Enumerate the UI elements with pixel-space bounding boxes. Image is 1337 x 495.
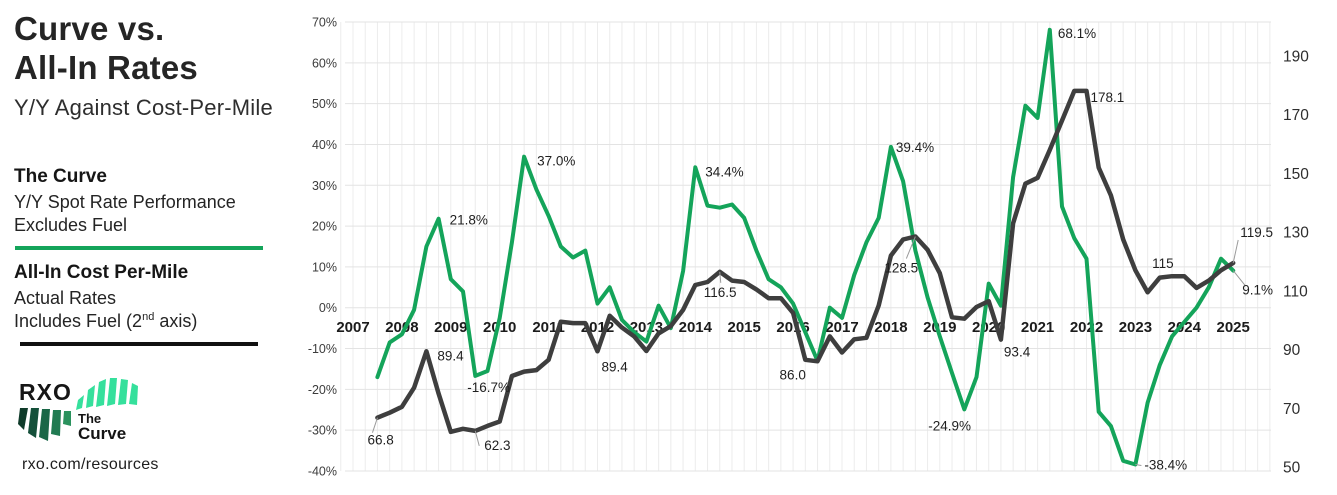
legend-all-in: All-In Cost Per-Mile Actual Rates Includ…	[14, 262, 264, 354]
right-axis-label: 150	[1283, 166, 1309, 183]
x-axis-year-label: 2019	[923, 319, 956, 336]
data-label: 9.1%	[1242, 283, 1273, 298]
legend-curve-name: The Curve	[14, 166, 107, 187]
left-axis-label: 10%	[312, 260, 337, 274]
left-axis-label: 20%	[312, 220, 337, 234]
logo-mint-stripes	[76, 378, 138, 410]
page-subtitle: Y/Y Against Cost-Per-Mile	[14, 95, 273, 121]
left-axis-label: -20%	[308, 383, 337, 397]
right-axis-label: 70	[1283, 401, 1301, 418]
page-title: Curve vs. All-In Rates	[14, 10, 344, 87]
left-axis-label: 0%	[319, 301, 337, 315]
data-label: 178.1	[1091, 90, 1125, 105]
left-axis-label: -40%	[308, 464, 337, 478]
annotation-leader	[1232, 239, 1239, 264]
x-axis-year-label: 2018	[874, 319, 907, 336]
logo-brand-text: RXO	[19, 379, 72, 405]
data-label: 66.8	[367, 433, 393, 448]
info-panel: Curve vs. All-In Rates Y/Y Against Cost-…	[14, 10, 344, 121]
data-label: -16.7%	[467, 380, 510, 395]
data-label: 128.5	[884, 261, 918, 276]
left-axis-label: -30%	[308, 424, 337, 438]
rxo-the-curve-logo: RXO The Curve	[16, 378, 186, 453]
data-label: 62.3	[484, 438, 510, 453]
data-label: 115	[1152, 256, 1174, 271]
legend-the-curve: The Curve Y/Y Spot Rate Performance Excl…	[14, 166, 264, 258]
footer-link[interactable]: rxo.com/resources	[22, 456, 159, 473]
data-label: 119.5	[1240, 225, 1273, 240]
left-axis-label: 30%	[312, 179, 337, 193]
right-axis-label: 190	[1283, 49, 1309, 66]
right-axis-label: 130	[1283, 225, 1309, 242]
title-line-1: Curve vs.	[14, 10, 165, 47]
legend-allin-desc1: Actual Rates	[14, 288, 117, 308]
x-axis-year-label: 2015	[728, 319, 761, 336]
logo-product-line1: The	[78, 411, 101, 426]
x-axis-year-label: 2009	[434, 319, 467, 336]
left-axis-label: 50%	[312, 97, 337, 111]
title-line-2: All-In Rates	[14, 48, 198, 86]
annotation-leader	[474, 430, 480, 447]
legend-curve-desc2: Excludes Fuel	[14, 215, 128, 236]
annotation-leader	[1232, 270, 1246, 286]
logo-graphic: RXO The Curve	[18, 378, 138, 443]
right-axis-label: 50	[1283, 459, 1301, 476]
legend-curve-desc1: Y/Y Spot Rate Performance	[14, 192, 236, 212]
legend-curve-rule	[15, 246, 263, 251]
data-label: 21.8%	[450, 213, 488, 228]
annotation-leader	[905, 236, 916, 259]
data-label: 89.4	[437, 348, 464, 363]
legend-allin-desc2: Includes Fuel (2nd axis)	[14, 311, 198, 332]
x-axis-year-label: 2010	[483, 319, 516, 336]
x-axis-year-label: 2022	[1070, 319, 1103, 336]
annotation-leader	[719, 271, 722, 283]
data-label: -24.9%	[928, 418, 971, 433]
left-axis-label: 60%	[312, 56, 337, 70]
annotation-leader	[371, 417, 378, 433]
data-label: 39.4%	[896, 140, 934, 155]
x-axis-year-label: 2014	[679, 319, 713, 336]
left-axis-label: 40%	[312, 138, 337, 152]
data-label: 89.4	[602, 359, 629, 374]
logo-dark-stripes	[18, 408, 71, 441]
all-in-line	[375, 88, 1236, 435]
data-label: 86.0	[780, 367, 806, 382]
data-label: 93.4	[1004, 345, 1031, 360]
left-axis-label: 70%	[312, 16, 337, 30]
right-axis-label: 110	[1283, 283, 1308, 300]
x-axis-year-label: 2007	[336, 319, 369, 336]
data-label: 116.5	[704, 285, 737, 300]
x-axis-year-label: 2025	[1217, 319, 1250, 336]
x-axis-year-label: 2023	[1119, 319, 1152, 336]
data-label: 68.1%	[1058, 26, 1096, 41]
data-label: -38.4%	[1144, 457, 1187, 472]
left-axis-label: -10%	[308, 342, 337, 356]
data-label: 34.4%	[705, 164, 743, 179]
legend-allin-rule	[20, 342, 258, 347]
x-axis-year-label: 2008	[385, 319, 418, 336]
data-label: 37.0%	[537, 154, 575, 169]
logo-product-line2: Curve	[78, 424, 126, 443]
x-axis-year-label: 2017	[825, 319, 858, 336]
annotation-leader	[1135, 463, 1142, 466]
right-axis-label: 170	[1283, 107, 1309, 124]
curve-line	[375, 27, 1236, 467]
right-axis-label: 90	[1283, 342, 1301, 359]
x-axis-year-label: 2021	[1021, 319, 1054, 336]
legend-allin-name: All-In Cost Per-Mile	[14, 262, 189, 283]
